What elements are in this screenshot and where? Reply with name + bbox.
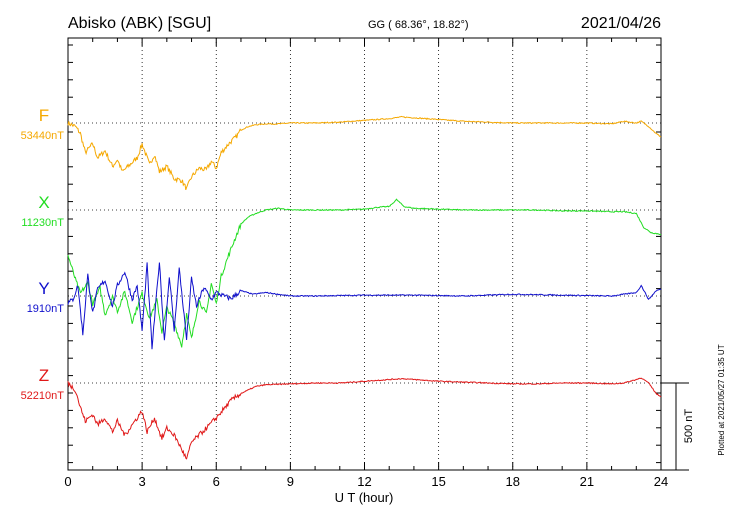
chart-title: Abisko (ABK) [SGU] <box>68 15 211 32</box>
component-letter-y: Y <box>38 279 49 298</box>
station-coordinates: GG ( 68.36°, 18.82°) <box>368 19 469 31</box>
x-tick-label: 0 <box>64 474 71 489</box>
x-tick-label: 24 <box>654 474 668 489</box>
component-baseline-z: 52210nT <box>21 390 65 402</box>
component-baseline-y: 1910nT <box>27 303 65 315</box>
component-letter-x: X <box>38 193 49 212</box>
component-baseline-f: 53440nT <box>21 130 65 142</box>
chart-date: 2021/04/26 <box>581 15 661 32</box>
series-line-x <box>67 198 662 348</box>
x-tick-label: 15 <box>431 474 445 489</box>
series-layer <box>67 115 662 460</box>
x-tick-label: 9 <box>287 474 294 489</box>
x-axis-label: U T (hour) <box>335 490 394 505</box>
x-tick-label: 21 <box>580 474 594 489</box>
series-line-z <box>67 377 662 460</box>
y-minor-ticks <box>68 44 661 464</box>
component-letter-f: F <box>39 106 49 125</box>
x-tick-label: 6 <box>213 474 220 489</box>
plot-timestamp: Plotted at 2021/05/27 01:35 UT <box>717 344 726 455</box>
series-line-y <box>67 262 662 350</box>
x-tick-label: 3 <box>139 474 146 489</box>
x-tick-label: 12 <box>357 474 371 489</box>
scale-bar-label: 500 nT <box>683 409 695 444</box>
series-line-f <box>67 115 662 191</box>
component-baseline-x: 11230nT <box>21 217 64 229</box>
x-axis: 0 3 6 9 12 15 18 21 24 <box>64 38 668 489</box>
component-letter-z: Z <box>39 366 49 385</box>
scale-bar: 500 nT <box>661 382 695 471</box>
x-tick-label: 18 <box>506 474 520 489</box>
component-labels: F 53440nT X 11230nT Y 1910nT Z 52210nT <box>21 106 65 402</box>
grid-lines <box>68 38 661 470</box>
